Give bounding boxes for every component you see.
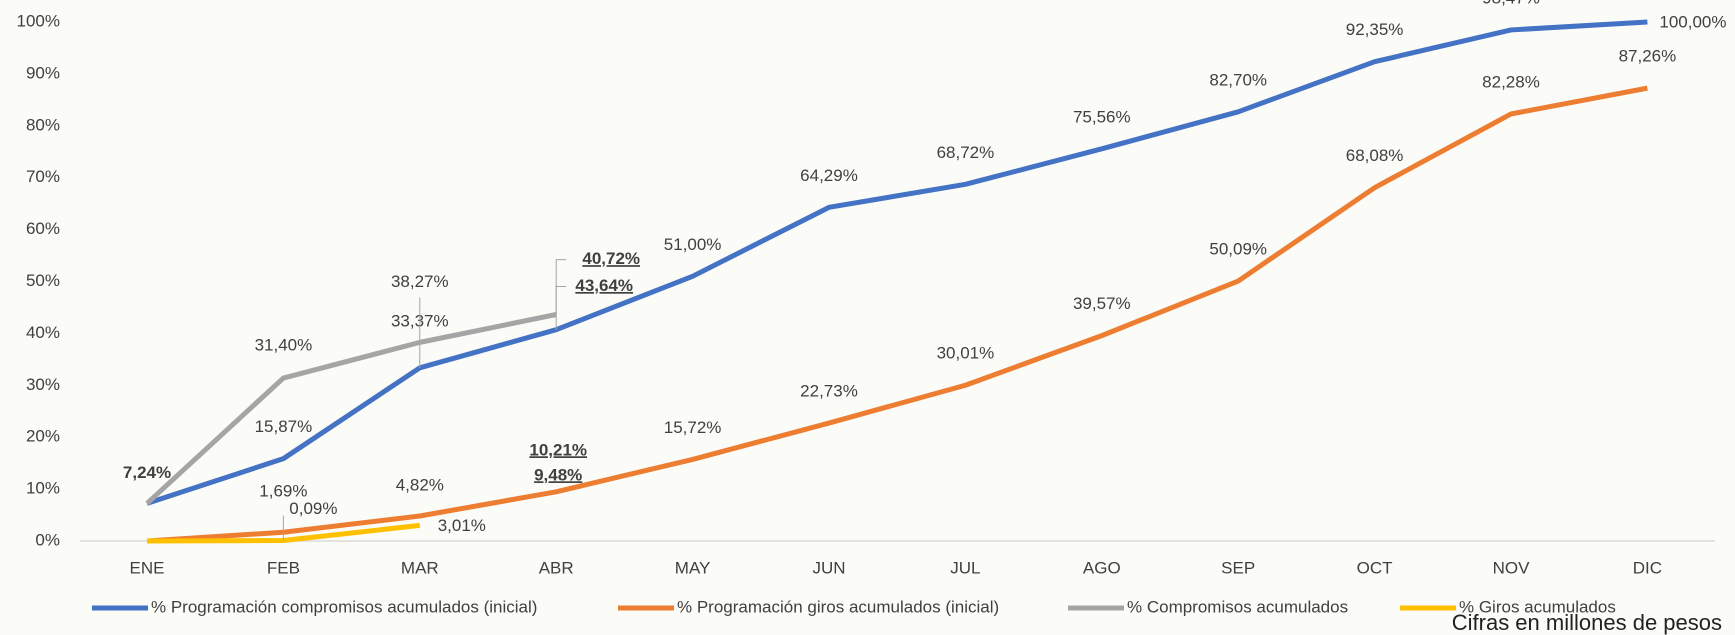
data-label: 82,28% bbox=[1482, 72, 1540, 91]
y-tick-label: 10% bbox=[26, 479, 60, 498]
x-tick-label: DIC bbox=[1633, 558, 1662, 577]
data-label: 98,47% bbox=[1482, 0, 1540, 7]
data-label: 51,00% bbox=[664, 235, 722, 254]
x-tick-label: NOV bbox=[1493, 558, 1531, 577]
legend-label: % Programación compromisos acumulados (i… bbox=[151, 597, 537, 616]
data-label: 30,01% bbox=[937, 344, 995, 363]
series-line bbox=[146, 85, 1648, 544]
y-tick-label: 20% bbox=[26, 427, 60, 446]
data-label: 31,40% bbox=[255, 336, 313, 355]
x-tick-label: SEP bbox=[1221, 558, 1255, 577]
y-tick-label: 60% bbox=[26, 219, 60, 238]
x-tick-label: AGO bbox=[1083, 558, 1121, 577]
leader-line bbox=[555, 259, 567, 330]
y-tick-label: 30% bbox=[26, 375, 60, 394]
data-label: 82,70% bbox=[1209, 70, 1267, 89]
data-label: 43,64% bbox=[575, 276, 633, 295]
data-label: 68,08% bbox=[1346, 146, 1404, 165]
data-label: 64,29% bbox=[800, 166, 858, 185]
x-tick-label: MAY bbox=[675, 558, 711, 577]
data-label: 68,72% bbox=[937, 143, 995, 162]
data-label: 38,27% bbox=[391, 272, 449, 291]
data-label: 87,26% bbox=[1619, 47, 1677, 66]
y-tick-label: 40% bbox=[26, 323, 60, 342]
y-tick-label: 80% bbox=[26, 115, 60, 134]
x-tick-label: ENE bbox=[130, 558, 165, 577]
series-line bbox=[146, 19, 1648, 506]
x-tick-label: JUN bbox=[812, 558, 845, 577]
legend-label: % Compromisos acumulados bbox=[1127, 597, 1348, 616]
y-tick-label: 0% bbox=[35, 530, 60, 549]
legend-label: % Giros acumulados bbox=[1459, 597, 1616, 616]
data-label: 7,24% bbox=[123, 463, 171, 482]
y-tick-label: 70% bbox=[26, 167, 60, 186]
data-label: 4,82% bbox=[396, 475, 444, 494]
x-tick-label: JUL bbox=[950, 558, 980, 577]
x-tick-label: OCT bbox=[1357, 558, 1393, 577]
y-tick-label: 100% bbox=[17, 11, 60, 30]
data-label: 0,09% bbox=[289, 499, 337, 518]
data-label: 15,87% bbox=[255, 417, 313, 436]
x-tick-label: FEB bbox=[267, 558, 300, 577]
footnote: Cifras en millones de pesos bbox=[1452, 610, 1722, 635]
data-label: 40,72% bbox=[582, 249, 640, 268]
data-label: 15,72% bbox=[664, 418, 722, 437]
data-label: 50,09% bbox=[1209, 240, 1267, 259]
data-label: 22,73% bbox=[800, 382, 858, 401]
x-tick-label: MAR bbox=[401, 558, 439, 577]
data-label: 9,48% bbox=[534, 465, 582, 484]
series-line bbox=[145, 312, 557, 506]
legend-label: % Programación giros acumulados (inicial… bbox=[677, 597, 999, 616]
y-tick-label: 50% bbox=[26, 271, 60, 290]
data-label: 92,35% bbox=[1346, 20, 1404, 39]
data-label: 39,57% bbox=[1073, 294, 1131, 313]
leader-line bbox=[555, 286, 567, 315]
data-label: 75,56% bbox=[1073, 107, 1131, 126]
data-label: 3,01% bbox=[438, 516, 486, 535]
annotation: 10,21% bbox=[529, 440, 587, 459]
data-label: 1,69% bbox=[259, 482, 307, 501]
data-label: 100,00% bbox=[1659, 12, 1726, 31]
x-tick-label: ABR bbox=[539, 558, 574, 577]
y-tick-label: 90% bbox=[26, 63, 60, 82]
